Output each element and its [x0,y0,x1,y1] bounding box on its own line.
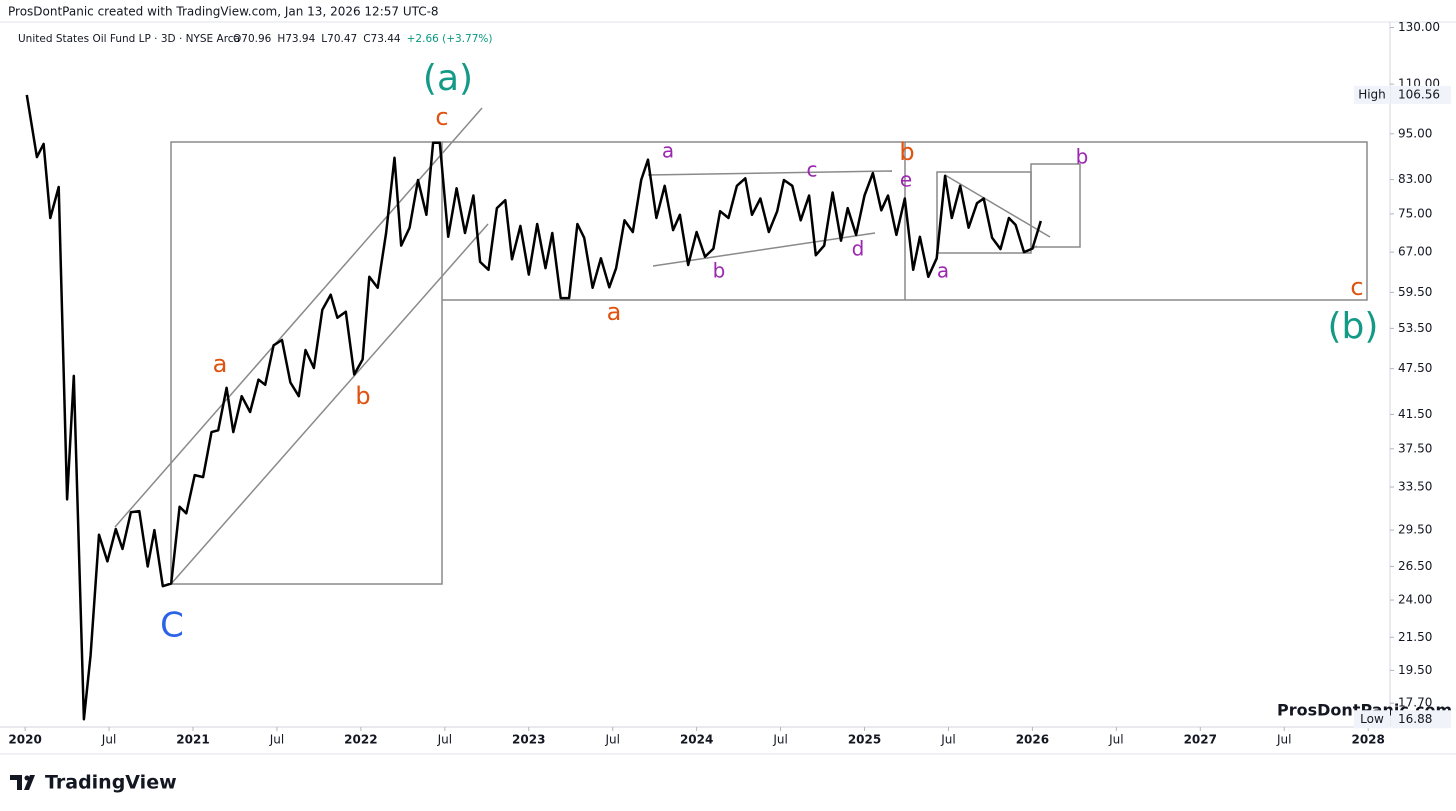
y-tick-label: 75.00 [1398,206,1432,220]
ohlc-value: L70.47 [321,33,357,45]
x-tick-label: 2026 [1016,733,1049,747]
wave-label: (a) [423,58,473,99]
channel-line [114,107,483,528]
wave-label: c [807,158,818,182]
badge-label: High [1358,87,1386,101]
wave-label: c [435,103,448,131]
wave-label: C [160,606,184,646]
y-tick-label: 41.50 [1398,407,1432,421]
y-tick-label: 47.50 [1398,361,1432,375]
x-tick-label: 2020 [8,733,41,747]
y-tick-label: 19.50 [1398,663,1432,677]
badge-bg [1354,85,1390,104]
ohlc-value: O70.96 [233,33,272,45]
price-line [25,94,1042,721]
y-tick-label: 83.00 [1398,172,1432,186]
symbol-title: United States Oil Fund LP · 3D · NYSE Ar… [18,33,240,45]
y-tick-label: 26.50 [1398,559,1432,573]
wave-label: b [355,382,370,410]
x-tick-label: Jul [940,733,955,747]
x-tick-label: 2025 [848,733,881,747]
y-tick-label: 37.50 [1398,441,1432,455]
wave-label: a [937,259,949,283]
x-tick-label: 2024 [680,733,713,747]
logo-text: TradingView [45,772,177,794]
wave-label: (b) [1328,306,1379,347]
badge-bg [1354,710,1390,729]
wave-label: b [899,138,914,166]
badge-label: Low [1360,712,1384,726]
x-tick-label: Jul [437,733,452,747]
wave-label: a [213,350,228,378]
wave-label: d [852,237,865,261]
ohlc: O70.96 H73.94 L70.47 C73.44 +2.66 (+3.77%) [233,33,493,45]
x-tick-label: Jul [772,733,787,747]
x-tick-label: 2022 [344,733,377,747]
wave-label: b [713,259,726,283]
badge-value-bg [1391,710,1451,729]
wave-label: c [1350,273,1363,301]
x-tick-label: 2021 [176,733,209,747]
box [1030,163,1081,248]
y-tick-label: 29.50 [1398,523,1432,537]
x-tick-label: 2028 [1351,733,1384,747]
box [170,141,443,585]
x-tick-label: Jul [1108,733,1123,747]
y-tick-label: 67.00 [1398,245,1432,259]
ohlc-value: C73.44 [363,33,401,45]
y-tick-label: 33.50 [1398,480,1432,494]
trend-line [944,174,1051,238]
badge-value: 106.56 [1398,87,1440,101]
channel-line [170,223,489,585]
credit: ProsDontPanic created with TradingView.c… [8,5,439,19]
y-tick-label: 53.50 [1398,321,1432,335]
badge-value: 16.88 [1398,712,1432,726]
ohlc-value: +2.66 (+3.77%) [407,33,493,45]
x-tick-label: Jul [604,733,619,747]
drawings [114,107,1368,585]
x-tick-label: 2027 [1184,733,1217,747]
badge-value-bg [1391,85,1451,104]
wave-label: a [607,298,622,326]
wave-label: b [1076,145,1089,169]
x-tick-label: 2023 [512,733,545,747]
y-tick-label: 24.00 [1398,593,1432,607]
y-tick-label: 21.50 [1398,630,1432,644]
y-tick-label: 130.00 [1398,20,1440,34]
logo-icon [10,775,35,790]
y-tick-label: 59.50 [1398,285,1432,299]
y-tick-label: 17.70 [1398,696,1432,710]
x-tick-label: Jul [269,733,284,747]
x-tick-label: Jul [1276,733,1291,747]
ohlc-value: H73.94 [277,33,315,45]
y-tick-label: 95.00 [1398,126,1432,140]
wave-label: a [662,139,674,163]
wave-label: e [900,168,912,192]
logo-dot [24,775,30,781]
x-tick-label: Jul [101,733,116,747]
trend-line [647,170,893,176]
